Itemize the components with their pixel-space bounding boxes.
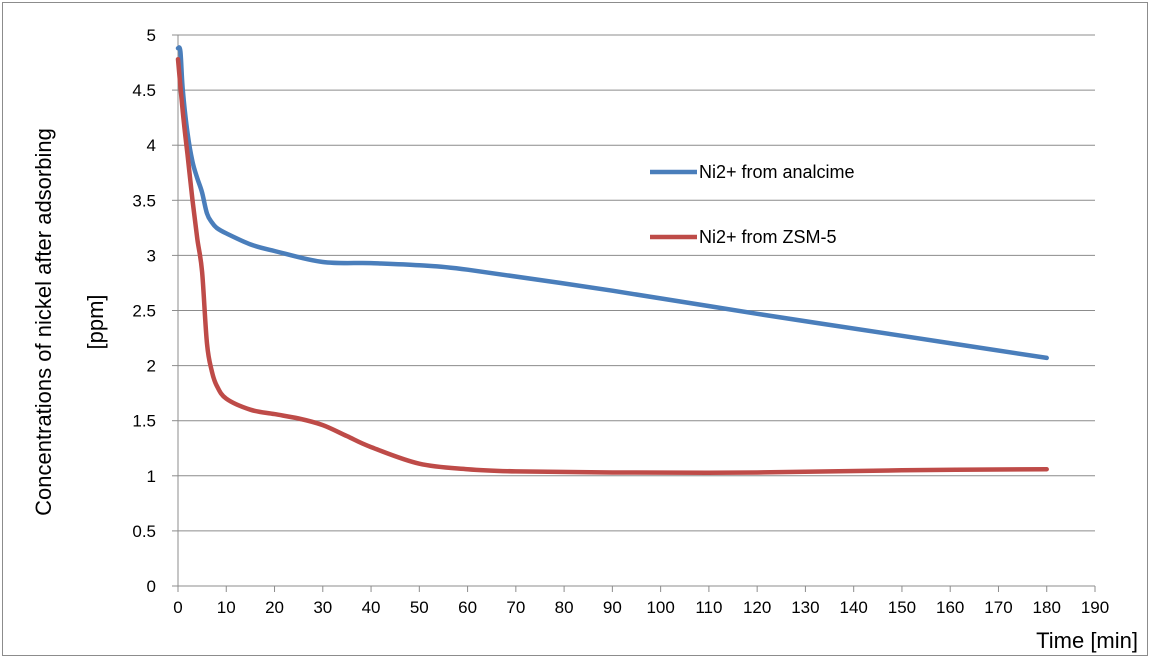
x-tick-label: 60 xyxy=(458,598,477,617)
series-line-1 xyxy=(175,45,1049,361)
x-tick-label: 30 xyxy=(313,598,332,617)
x-tick-label: 150 xyxy=(888,598,916,617)
x-tick-label: 40 xyxy=(362,598,381,617)
y-tick-label: 0.5 xyxy=(132,522,156,541)
x-tick-label: 170 xyxy=(984,598,1012,617)
series-line-2 xyxy=(175,56,1049,475)
y-tick-label: 4 xyxy=(147,136,156,155)
x-tick-label: 120 xyxy=(743,598,771,617)
x-tick-label: 180 xyxy=(1033,598,1061,617)
x-tick-label: 190 xyxy=(1081,598,1109,617)
y-tick-label: 5 xyxy=(147,26,156,45)
y-tick-label: 2.5 xyxy=(132,302,156,321)
y-tick-label: 2 xyxy=(147,357,156,376)
y-axis-title-line1: Concentrations of nickel after adsorbing xyxy=(31,128,56,516)
x-axis-title: Time [min] xyxy=(1036,628,1138,653)
gridlines xyxy=(178,34,1095,532)
x-tick-label: 20 xyxy=(265,598,284,617)
x-tick-label: 160 xyxy=(936,598,964,617)
x-tick-label: 110 xyxy=(695,598,722,617)
tick-labels: 00.511.522.533.544.550 10 20 30 40 50 60 70 80 90… xyxy=(132,26,1109,617)
y-tick-label: 4.5 xyxy=(132,81,156,100)
x-tick-label: 80 xyxy=(555,598,574,617)
legend-label-2: Ni2+ from ZSM-5 xyxy=(699,227,837,247)
y-tick-label: 3.5 xyxy=(132,191,156,210)
axes xyxy=(172,34,1096,592)
y-tick-label: 1 xyxy=(147,467,156,486)
x-tick-label: 0 xyxy=(173,598,182,617)
y-tick-label: 3 xyxy=(147,246,156,265)
x-tick-label: 10 xyxy=(217,598,236,617)
y-axis-title-line2: [ppm] xyxy=(83,294,108,349)
legend-label-1: Ni2+ from analcime xyxy=(699,162,855,182)
x-tick-label: 70 xyxy=(506,598,525,617)
y-tick-label: 0 xyxy=(147,577,156,596)
y-tick-label: 1.5 xyxy=(132,412,156,431)
x-tick-label: 50 xyxy=(410,598,429,617)
legend: Ni2+ from analcime Ni2+ from ZSM-5 xyxy=(650,162,855,247)
x-tick-label: 90 xyxy=(603,598,622,617)
x-tick-label: 130 xyxy=(791,598,819,617)
x-tick-label: 140 xyxy=(839,598,867,617)
x-tick-label: 100 xyxy=(646,598,674,617)
series-lines xyxy=(175,45,1049,475)
